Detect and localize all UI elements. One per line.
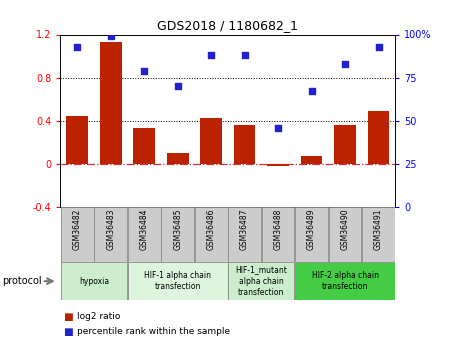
Bar	[228, 262, 294, 300]
Point	[241, 52, 248, 58]
Text: HIF-1_mutant
alpha chain
transfection: HIF-1_mutant alpha chain transfection	[235, 266, 287, 297]
Bar	[200, 118, 222, 164]
Text: GSM36485: GSM36485	[173, 209, 182, 250]
Bar	[334, 125, 356, 164]
Bar	[128, 207, 160, 262]
Point	[341, 61, 349, 67]
Point	[140, 68, 148, 73]
Text: GSM36482: GSM36482	[73, 209, 82, 250]
Text: HIF-1 alpha chain
transfection: HIF-1 alpha chain transfection	[144, 271, 211, 291]
Bar	[100, 42, 121, 164]
Bar	[262, 207, 294, 262]
Title: GDS2018 / 1180682_1: GDS2018 / 1180682_1	[157, 19, 299, 32]
Text: GSM36491: GSM36491	[374, 209, 383, 250]
Text: GSM36483: GSM36483	[106, 209, 115, 250]
Text: GSM36486: GSM36486	[206, 209, 216, 250]
Bar	[61, 207, 93, 262]
Point	[308, 89, 315, 94]
Bar	[161, 207, 194, 262]
Text: GSM36488: GSM36488	[273, 209, 283, 250]
Bar	[267, 164, 289, 166]
Bar	[66, 117, 88, 164]
Text: ■: ■	[63, 327, 73, 337]
Bar	[133, 128, 155, 164]
Bar	[362, 207, 395, 262]
Text: log2 ratio: log2 ratio	[77, 312, 120, 321]
Bar	[368, 111, 389, 164]
Point	[107, 33, 114, 39]
Bar	[329, 207, 361, 262]
Bar	[167, 153, 188, 164]
Text: protocol: protocol	[2, 276, 42, 286]
Text: GSM36487: GSM36487	[240, 209, 249, 250]
Text: HIF-2 alpha chain
transfection: HIF-2 alpha chain transfection	[312, 271, 379, 291]
Point	[73, 44, 81, 49]
Text: GSM36489: GSM36489	[307, 209, 316, 250]
Text: ■: ■	[63, 312, 73, 322]
Bar	[128, 262, 227, 300]
Bar	[295, 262, 395, 300]
Text: hypoxia: hypoxia	[79, 277, 109, 286]
Text: GSM36490: GSM36490	[340, 209, 350, 250]
Bar	[228, 207, 261, 262]
Bar	[195, 207, 227, 262]
Text: GSM36484: GSM36484	[140, 209, 149, 250]
Bar	[94, 207, 127, 262]
Bar	[301, 156, 322, 164]
Bar	[295, 207, 328, 262]
Point	[375, 44, 382, 49]
Bar	[61, 262, 127, 300]
Point	[207, 52, 215, 58]
Text: percentile rank within the sample: percentile rank within the sample	[77, 327, 230, 336]
Bar	[234, 125, 255, 164]
Point	[174, 83, 181, 89]
Point	[274, 125, 282, 130]
